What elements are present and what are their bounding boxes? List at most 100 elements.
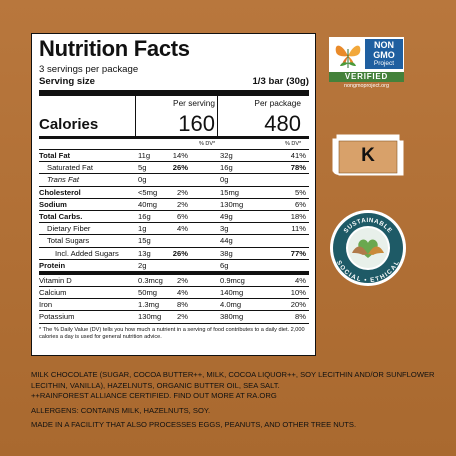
non-gmo-url: nongmoproject.org bbox=[344, 83, 389, 89]
dv-per-package: 78% bbox=[290, 163, 306, 173]
nutrient-name: Iron bbox=[39, 300, 53, 310]
nutrient-rows: Total Fat 11g 14% 32g 41% Saturated Fat 5g 26% 1… bbox=[39, 150, 309, 324]
ingredients-list: MILK CHOCOLATE (SUGAR, COCOA BUTTER++, M… bbox=[31, 370, 435, 390]
dv-per-serving: 4% bbox=[177, 224, 188, 234]
allergens-statement: ALLERGENS: CONTAINS MILK, HAZELNUTS, SOY… bbox=[31, 405, 211, 415]
nutrient-row: Iron 1.3mg 8% 4.0mg 20% bbox=[39, 299, 309, 312]
nutrient-name: Total Sugars bbox=[47, 236, 90, 246]
nutrient-row: Total Sugars 15g 44g bbox=[39, 235, 309, 248]
non-gmo-text-block: NON GMO Project bbox=[365, 39, 403, 69]
dv-per-serving: 2% bbox=[177, 275, 188, 285]
dv-per-package: 18% bbox=[290, 211, 306, 221]
nutrient-name: Vitamin D bbox=[39, 275, 72, 285]
dv-per-serving: 2% bbox=[177, 199, 188, 209]
nutrient-row: Vitamin D 0.3mcg 2% 0.9mcg 4% bbox=[39, 275, 309, 288]
dv-per-serving: 14% bbox=[172, 151, 188, 160]
calories-per-package: 480 bbox=[264, 111, 301, 136]
servings-per-package: 3 servings per package bbox=[39, 64, 139, 75]
hands-heart-icon: SUSTAINABLE SOCIAL • ETHICAL bbox=[330, 210, 406, 286]
dv-per-package: 10% bbox=[290, 288, 306, 298]
nutrient-name: Calcium bbox=[39, 288, 67, 298]
dv-per-serving: 6% bbox=[177, 211, 188, 221]
dv-per-package: 11% bbox=[291, 224, 306, 234]
amount-per-package: 130mg bbox=[220, 199, 244, 209]
nutrient-name: Total Fat bbox=[39, 151, 71, 160]
per-serving-heading: Per serving bbox=[173, 98, 215, 108]
dv-per-serving: 2% bbox=[177, 187, 188, 197]
amount-per-package: 0g bbox=[220, 175, 229, 185]
nutrient-name: Protein bbox=[39, 260, 66, 270]
nutrient-row: Sodium 40mg 2% 130mg 6% bbox=[39, 199, 309, 211]
amount-per-serving: 0.3mcg bbox=[138, 275, 163, 285]
dv-per-package: 4% bbox=[295, 275, 306, 285]
amount-per-serving: <5mg bbox=[138, 187, 158, 197]
nutrient-row: Saturated Fat 5g 26% 16g 78% bbox=[39, 162, 309, 175]
nutrient-row: Potassium 130mg 2% 380mg 8% bbox=[39, 311, 309, 324]
nutrient-row: Trans Fat 0g 0g bbox=[39, 174, 309, 187]
dv-heading-serving: % DV* bbox=[199, 141, 216, 147]
amount-per-package: 44g bbox=[220, 236, 233, 246]
serving-size-row: Serving size 1/3 bar (30g) bbox=[39, 76, 309, 96]
amount-per-serving: 2g bbox=[138, 260, 147, 270]
nutrient-row: Total Fat 11g 14% 32g 41% bbox=[39, 150, 309, 163]
amount-per-serving: 50mg bbox=[138, 288, 157, 298]
per-package-column: Per package 480 bbox=[217, 96, 304, 136]
nutrient-name: Potassium bbox=[39, 312, 75, 322]
non-gmo-badge-top: NON GMO Project bbox=[329, 37, 404, 72]
amount-per-serving: 130mg bbox=[138, 312, 162, 322]
dv-per-serving: 26% bbox=[172, 163, 188, 173]
kosher-badge: K bbox=[331, 131, 405, 179]
amount-per-package: 3g bbox=[220, 224, 229, 234]
nutrient-name: Incl. Added Sugars bbox=[55, 248, 119, 258]
dv-per-package: 20% bbox=[290, 300, 306, 310]
nutrient-name: Total Carbs. bbox=[39, 211, 83, 221]
dv-per-package: 5% bbox=[295, 187, 306, 197]
amount-per-serving: 1g bbox=[138, 224, 147, 234]
amount-per-package: 0.9mcg bbox=[220, 275, 245, 285]
nutrient-name: Trans Fat bbox=[47, 175, 79, 185]
amount-per-package: 4.0mg bbox=[220, 300, 242, 310]
amount-per-serving: 40mg bbox=[138, 199, 157, 209]
amount-per-serving: 13g bbox=[138, 248, 151, 258]
amount-per-serving: 1.3mg bbox=[138, 300, 160, 310]
dv-per-serving: 4% bbox=[177, 288, 188, 298]
daily-value-header: % DV* % DV* bbox=[39, 139, 309, 150]
calories-block: Calories Per serving 160 Per package 480 bbox=[39, 96, 309, 139]
amount-per-serving: 5g bbox=[138, 163, 147, 173]
amount-per-serving: 16g bbox=[138, 211, 151, 221]
daily-value-footnote: * The % Daily Value (DV) tells you how m… bbox=[39, 326, 305, 341]
amount-per-package: 15mg bbox=[220, 187, 239, 197]
nutrient-row: Total Carbs. 16g 6% 49g 18% bbox=[39, 211, 309, 224]
non-gmo-verified: VERIFIED bbox=[329, 72, 404, 82]
dv-per-package: 41% bbox=[290, 151, 306, 160]
amount-per-package: 140mg bbox=[220, 288, 244, 298]
nutrient-row: Incl. Added Sugars 13g 26% 38g 77% bbox=[39, 248, 309, 260]
amount-per-package: 32g bbox=[220, 151, 233, 160]
amount-per-package: 38g bbox=[220, 248, 233, 258]
dv-per-serving: 2% bbox=[177, 312, 188, 322]
butterfly-icon bbox=[335, 45, 361, 68]
kosher-scroll-icon bbox=[332, 134, 404, 176]
nutrient-row: Cholesterol <5mg 2% 15mg 5% bbox=[39, 187, 309, 199]
kosher-letter: K bbox=[361, 145, 375, 166]
rainforest-note: ++RAINFOREST ALLIANCE CERTIFIED. FIND OU… bbox=[31, 391, 277, 400]
amount-per-package: 16g bbox=[220, 163, 233, 173]
amount-per-serving: 15g bbox=[138, 236, 151, 246]
amount-per-serving: 11g bbox=[138, 151, 151, 160]
facility-statement: MADE IN A FACILITY THAT ALSO PROCESSES E… bbox=[31, 420, 357, 429]
nutrient-row: Calcium 50mg 4% 140mg 10% bbox=[39, 287, 309, 300]
nutrient-name: Sodium bbox=[39, 199, 67, 209]
nutrition-facts-title: Nutrition Facts bbox=[39, 36, 190, 61]
non-gmo-line2: GMO bbox=[373, 50, 395, 60]
calories-label: Calories bbox=[39, 116, 99, 133]
amount-per-package: 6g bbox=[220, 260, 229, 270]
amount-per-package: 380mg bbox=[220, 312, 244, 322]
nutrient-name: Saturated Fat bbox=[47, 163, 94, 173]
amount-per-serving: 0g bbox=[138, 175, 147, 185]
nutrient-row: Dietary Fiber 1g 4% 3g 11% bbox=[39, 223, 309, 236]
nutrient-row: Protein 2g 6g bbox=[39, 260, 309, 275]
non-gmo-badge: NON GMO Project VERIFIED nongmoproject.o… bbox=[329, 37, 406, 91]
nutrition-facts-label: Nutrition Facts 3 servings per package S… bbox=[31, 33, 316, 356]
calories-per-serving: 160 bbox=[178, 111, 215, 136]
non-gmo-line1: NON bbox=[374, 40, 394, 50]
